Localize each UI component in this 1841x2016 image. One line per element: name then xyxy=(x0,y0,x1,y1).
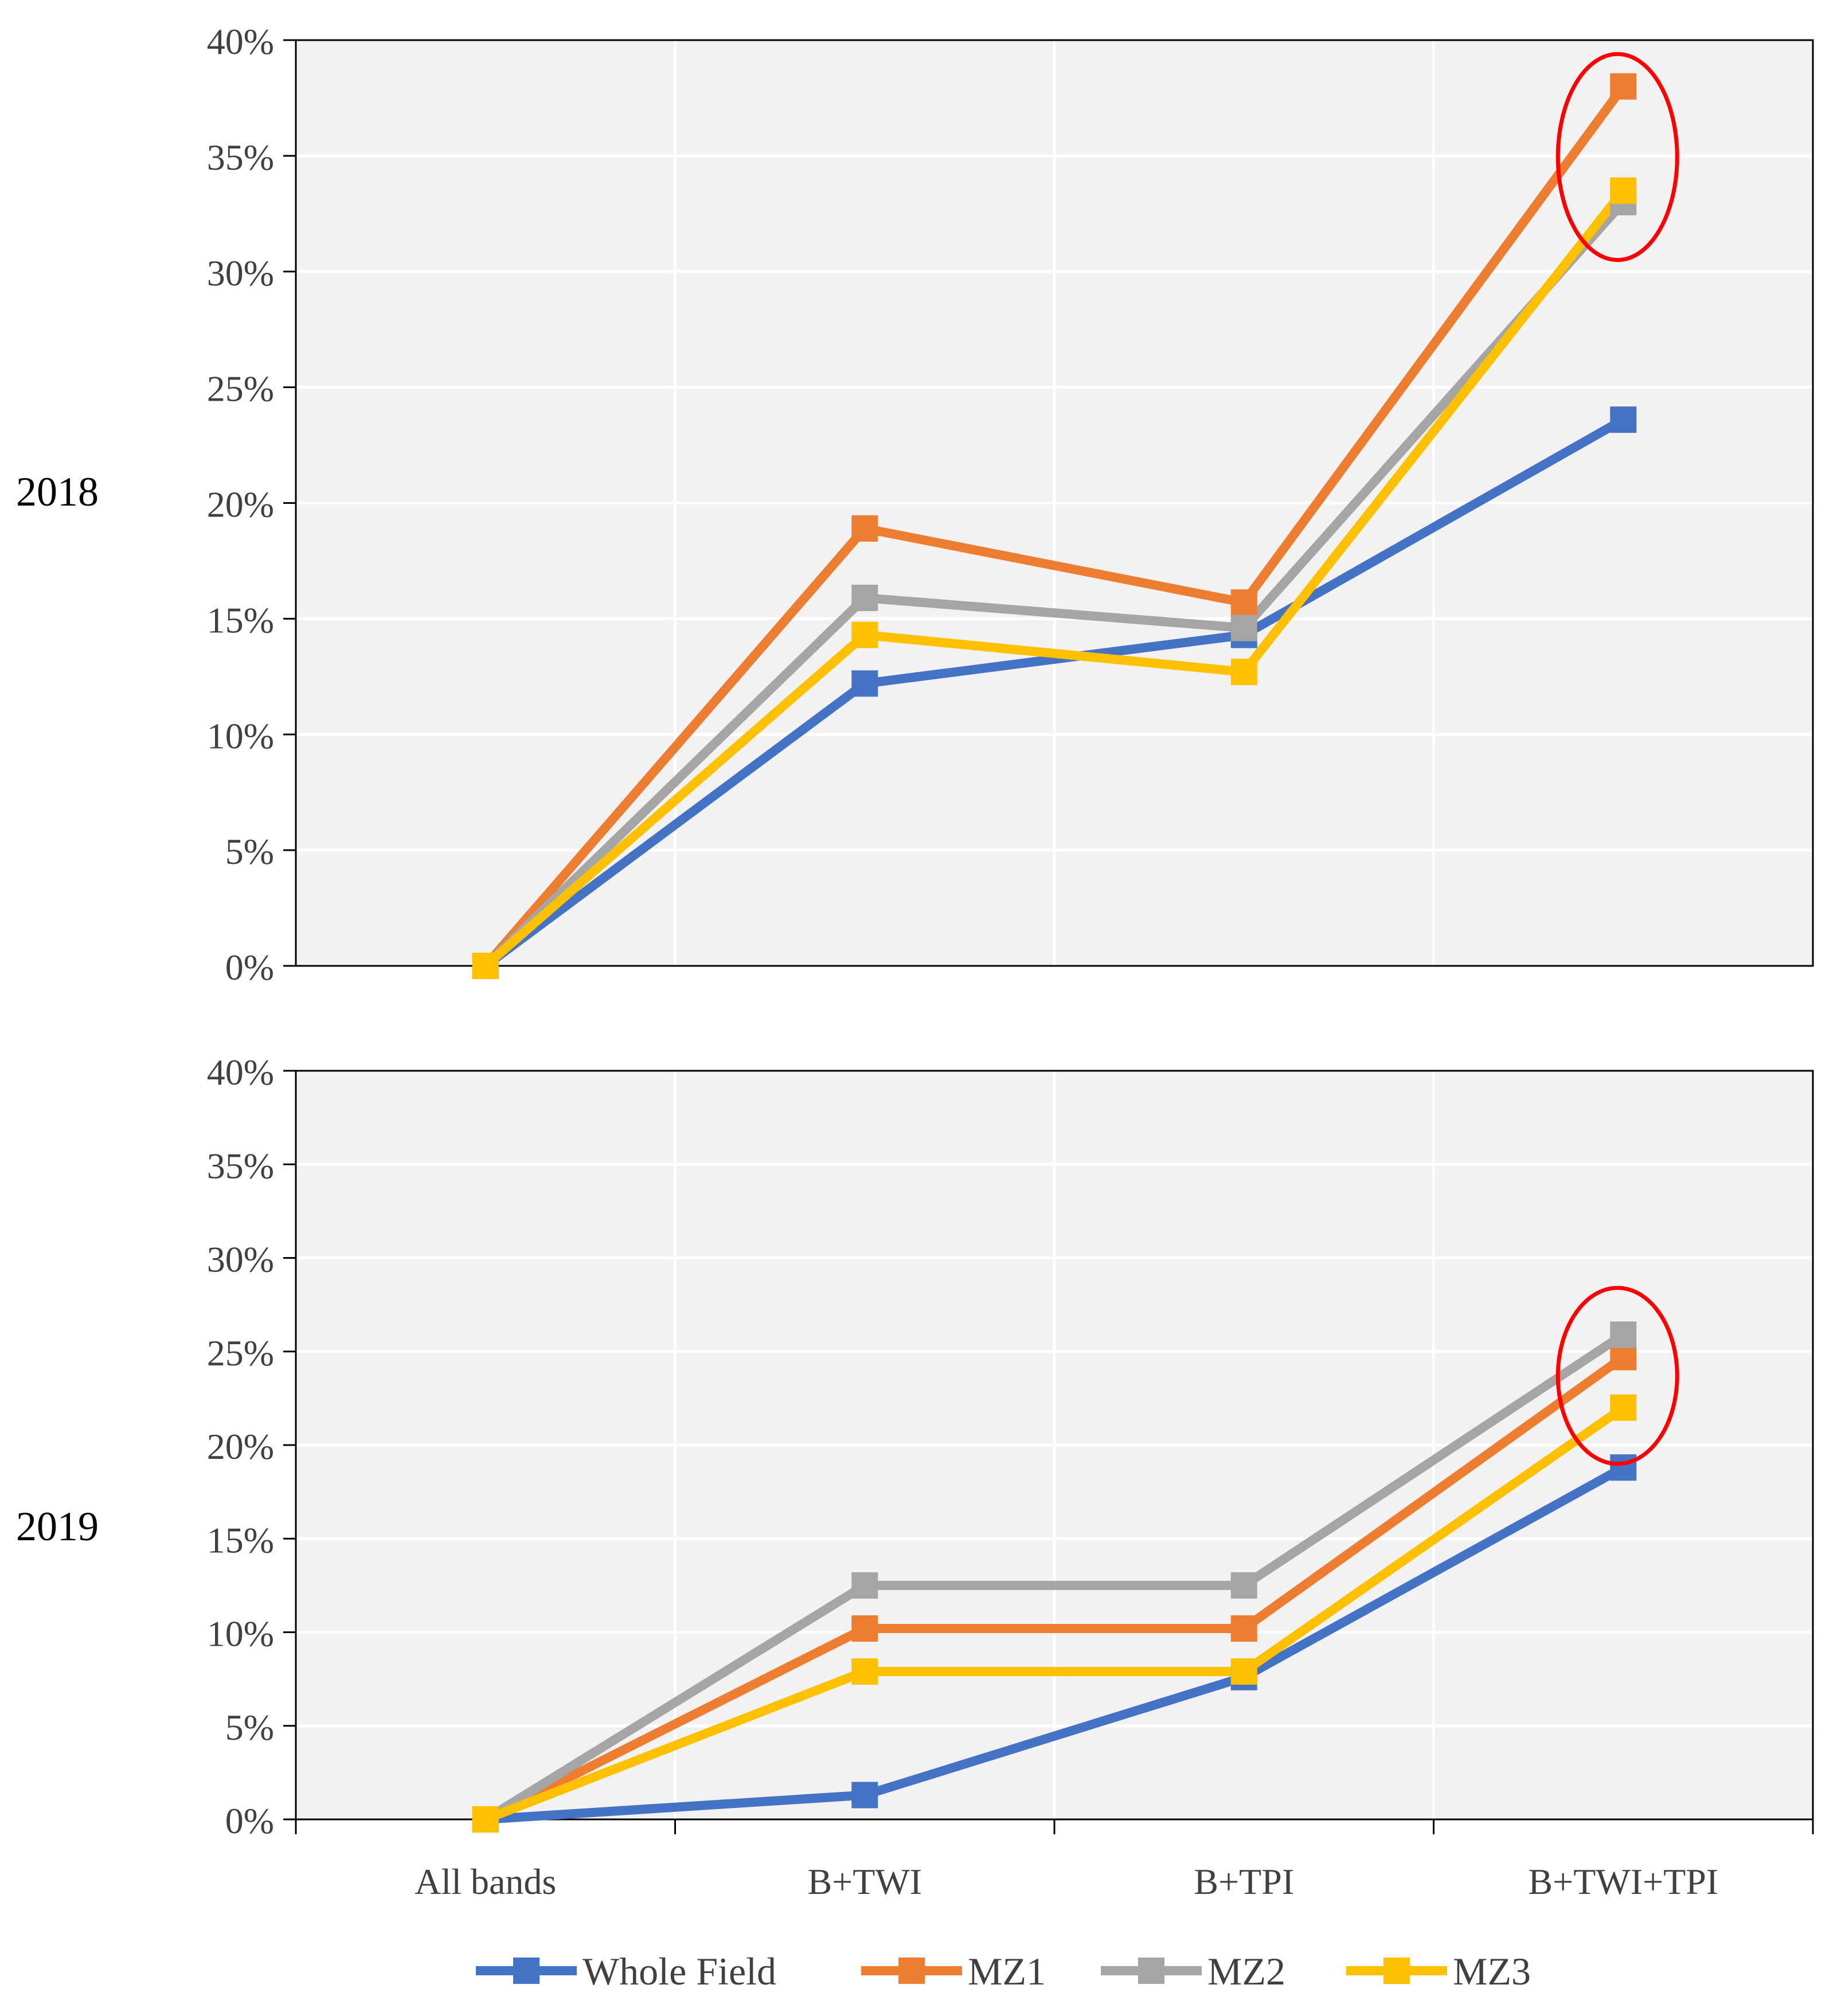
highlight-ellipse xyxy=(1555,1286,1679,1466)
y-tick-label: 5% xyxy=(225,831,274,872)
data-point-marker xyxy=(1230,659,1257,686)
data-point-marker xyxy=(851,1658,878,1685)
x-tick-label: B+TWI xyxy=(807,1861,922,1902)
data-point-marker xyxy=(1610,177,1637,204)
panel-year-label: 2019 xyxy=(16,1504,99,1549)
series-line xyxy=(483,1404,1626,1824)
y-tick-label: 0% xyxy=(225,947,274,988)
data-point-marker xyxy=(1230,589,1257,616)
x-tick-label: B+TPI xyxy=(1194,1861,1294,1902)
data-point-marker xyxy=(1610,1454,1637,1481)
data-point-marker xyxy=(851,670,878,697)
series-line xyxy=(482,416,1626,970)
series-line xyxy=(482,187,1627,970)
y-tick-label: 25% xyxy=(207,1333,274,1373)
data-point-marker xyxy=(851,515,878,542)
y-tick-label: 0% xyxy=(225,1800,274,1841)
y-tick-label: 20% xyxy=(207,484,274,525)
y-tick-label: 20% xyxy=(207,1426,274,1467)
series-line xyxy=(483,1353,1626,1824)
data-point-marker xyxy=(1610,1394,1637,1421)
y-tick-label: 30% xyxy=(207,253,274,293)
data-point-marker xyxy=(851,1782,878,1808)
data-point-marker xyxy=(1230,1658,1257,1685)
y-tick-label: 15% xyxy=(207,600,274,640)
legend-label: MZ2 xyxy=(1207,1950,1285,1993)
data-point-marker xyxy=(1230,614,1257,641)
x-tick-label: All bands xyxy=(415,1861,556,1902)
legend-label: Whole Field xyxy=(583,1950,776,1993)
data-point-marker xyxy=(472,1806,499,1833)
legend-label: MZ1 xyxy=(968,1950,1046,1993)
data-point-marker xyxy=(1230,1572,1257,1599)
data-point-marker xyxy=(1610,73,1637,100)
data-point-marker xyxy=(1610,1344,1637,1371)
x-tick-label: B+TWI+TPI xyxy=(1528,1861,1718,1902)
legend-marker xyxy=(1138,1958,1164,1984)
y-tick-label: 30% xyxy=(207,1239,274,1280)
data-point-marker xyxy=(851,1572,878,1599)
data-point-marker xyxy=(1610,1321,1637,1348)
y-tick-label: 10% xyxy=(207,1614,274,1654)
y-tick-label: 40% xyxy=(207,1052,274,1093)
chart-panel-2019: 0% 5% 10% 15% 20% 25% 30% 35% 40% All bands B+TWI B… xyxy=(16,1052,1814,1902)
y-tick-label: 5% xyxy=(225,1707,274,1748)
y-tick-label: 35% xyxy=(207,137,274,178)
legend-label: MZ3 xyxy=(1453,1950,1531,1993)
chart-legend: Whole Field MZ1 MZ2 MZ3 xyxy=(476,1950,1531,1993)
data-point-marker xyxy=(1230,1615,1257,1642)
data-point-marker xyxy=(851,585,878,612)
data-point-marker xyxy=(1610,406,1637,433)
y-tick-label: 25% xyxy=(207,369,274,409)
chart-panel-2018: 0% 5% 10% 15% 20% 25% 30% 35% 40% 2018 xyxy=(16,21,1814,988)
series-line xyxy=(485,1463,1626,1824)
data-point-marker xyxy=(851,621,878,648)
legend-marker xyxy=(513,1958,540,1984)
legend-marker xyxy=(1383,1958,1410,1984)
series-line xyxy=(483,1330,1626,1823)
series-line xyxy=(482,84,1627,969)
y-tick-label: 35% xyxy=(207,1145,274,1186)
highlight-ellipse xyxy=(1555,52,1679,263)
series-line xyxy=(482,199,1627,969)
y-tick-label: 10% xyxy=(207,715,274,756)
y-tick-label: 40% xyxy=(207,21,274,62)
legend-marker xyxy=(898,1958,925,1984)
y-tick-label: 15% xyxy=(207,1520,274,1560)
panel-year-label: 2018 xyxy=(16,469,99,515)
data-point-marker xyxy=(851,1615,878,1642)
data-point-marker xyxy=(472,953,499,979)
